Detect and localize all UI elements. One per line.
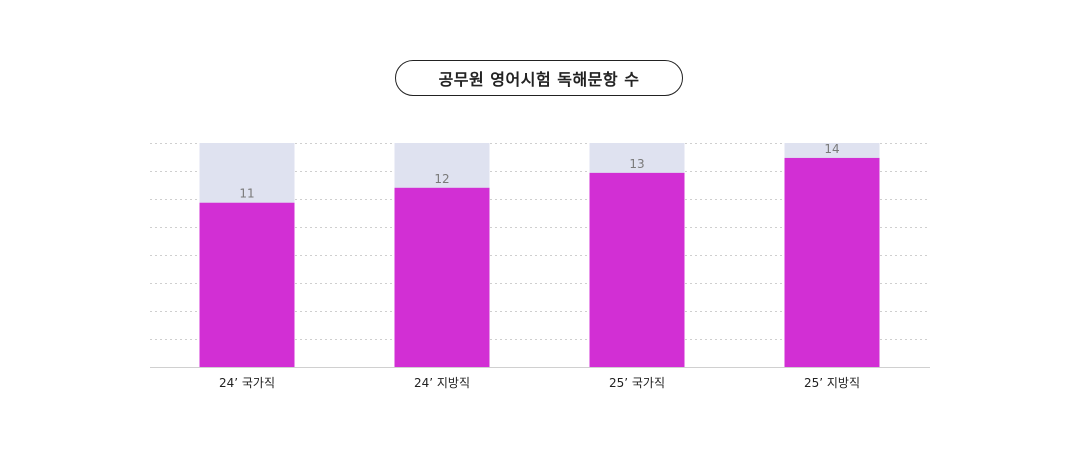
bar <box>394 187 490 367</box>
bar <box>589 172 685 367</box>
x-tick-label: 24’ 국가직 <box>219 376 275 390</box>
chart-title: 공무원 영어시험 독해문항 수 <box>438 70 640 89</box>
data-label: 14 <box>824 142 839 156</box>
chart-title-pill: 공무원 영어시험 독해문항 수 <box>395 60 683 96</box>
x-tick-label: 25’ 지방직 <box>804 376 860 390</box>
data-label: 13 <box>629 157 644 171</box>
x-tick-label: 25’ 국가직 <box>609 376 665 390</box>
x-tick-label: 24’ 지방직 <box>414 376 470 390</box>
data-label: 12 <box>434 172 449 186</box>
data-label: 11 <box>239 187 254 201</box>
bar <box>199 202 295 367</box>
bar <box>784 157 880 367</box>
